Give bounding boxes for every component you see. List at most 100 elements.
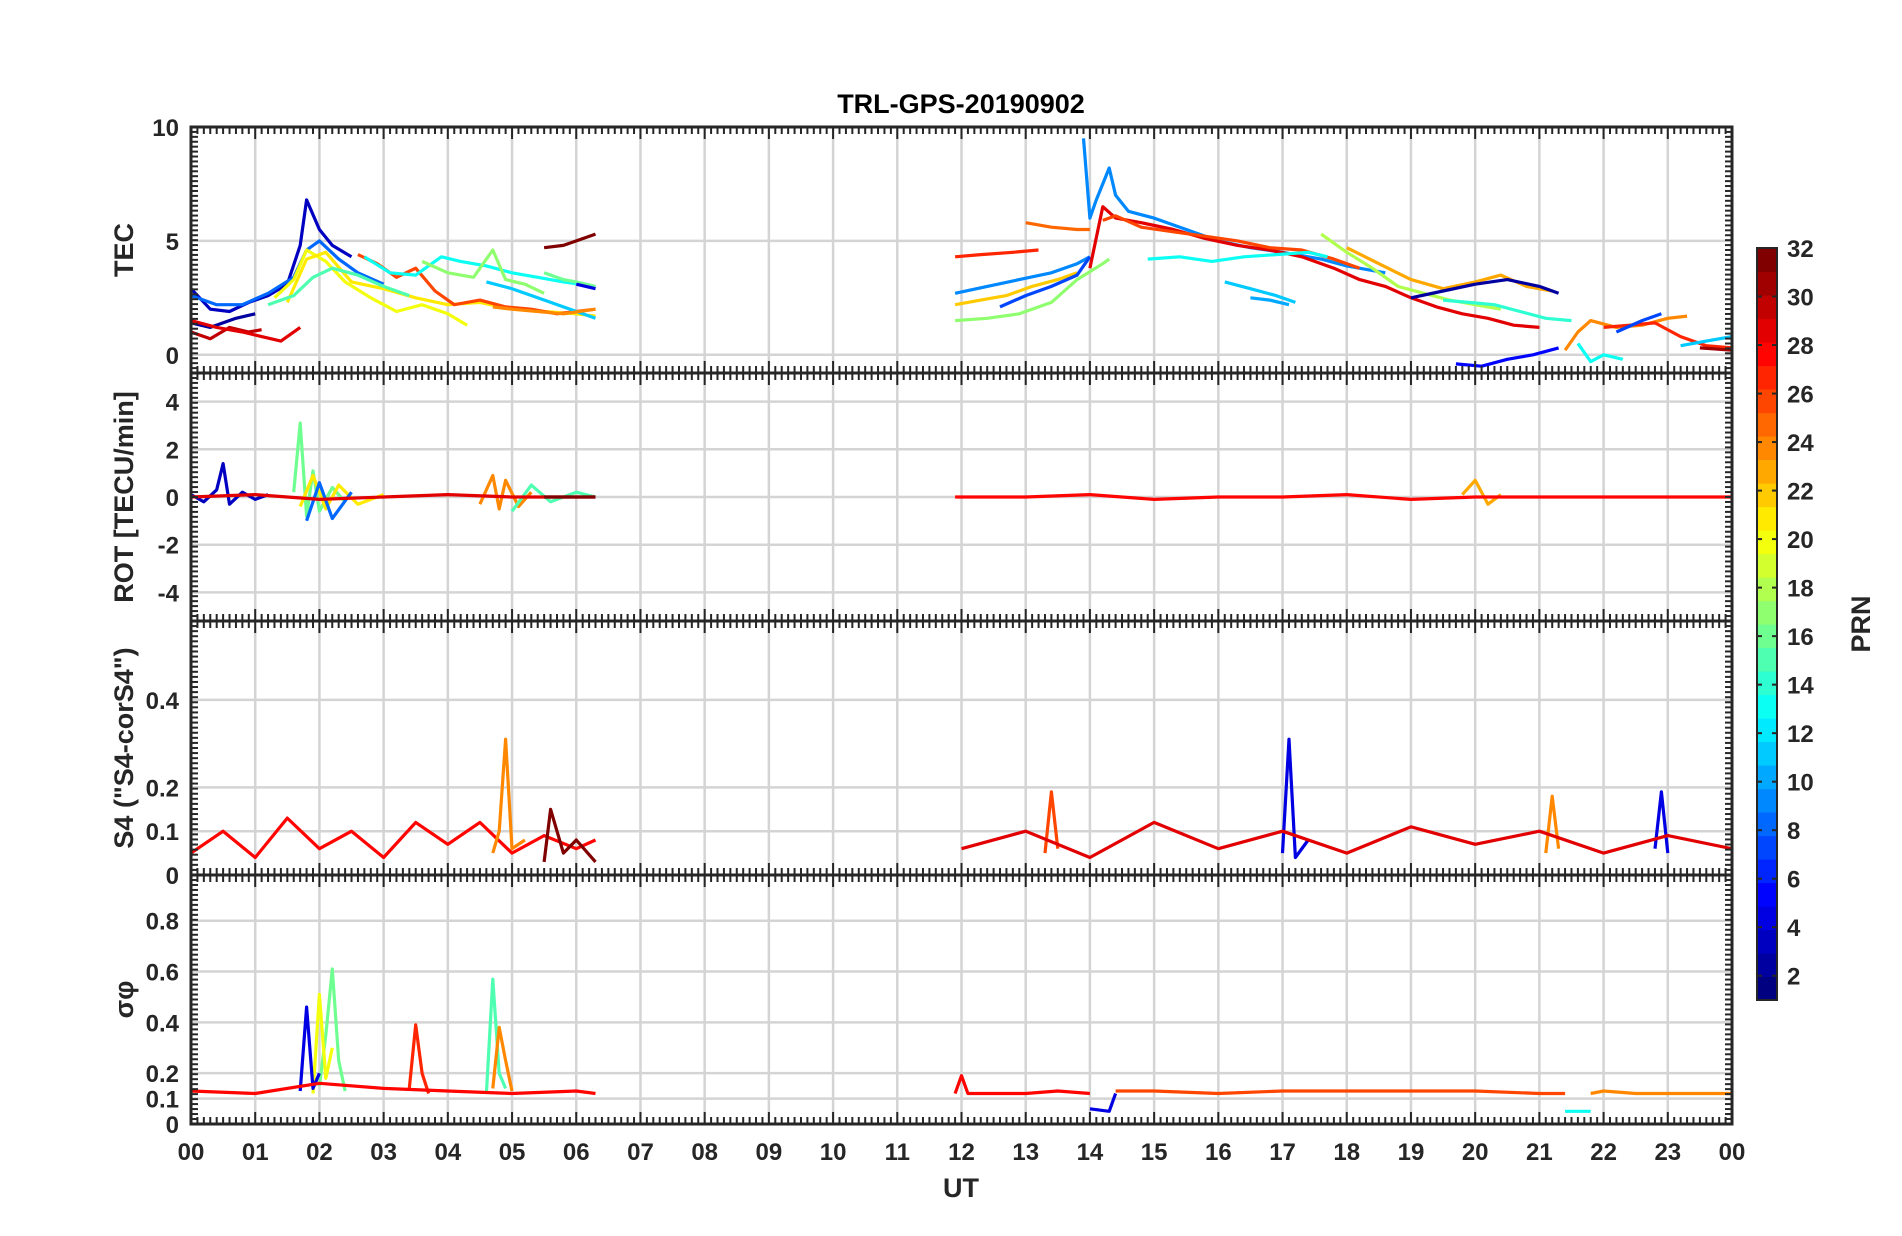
series-line-prn-32 <box>543 232 597 250</box>
x-tick-label: 00 <box>1719 1139 1746 1166</box>
x-tick-label: 14 <box>1077 1139 1104 1166</box>
series-line-prn-4 <box>1089 1092 1118 1113</box>
series-line-prn-29 <box>1088 205 1540 329</box>
y-tick-label: 4 <box>166 390 180 417</box>
colorbar-segment <box>1757 835 1777 860</box>
colorbar-segment <box>1757 318 1777 343</box>
series-group <box>191 421 1732 522</box>
axes-frame <box>189 873 1734 1126</box>
series-line-prn-29 <box>961 820 1732 860</box>
colorbar-tick-label: 20 <box>1787 527 1814 554</box>
series-group <box>191 737 1732 863</box>
y-tick-label: -4 <box>158 580 180 607</box>
colorbar-segment <box>1757 906 1777 931</box>
colorbar-tick-label: 18 <box>1787 576 1814 603</box>
x-tick-label: 00 <box>178 1139 205 1166</box>
y-tick-label: 0 <box>166 485 179 512</box>
series-line-prn-28 <box>953 1074 1091 1096</box>
series-line-prn-15 <box>484 977 508 1094</box>
colorbar-tick-label: 2 <box>1787 964 1800 991</box>
series-line-prn-26 <box>1115 1089 1566 1096</box>
y-tick-label: 0.6 <box>146 960 179 987</box>
series-line-prn-3 <box>191 462 269 506</box>
y-tick-label: 0.2 <box>146 775 179 802</box>
colorbar-segment <box>1757 718 1777 743</box>
colorbar-segment <box>1757 553 1777 578</box>
colorbar-segment <box>1757 624 1777 649</box>
series-line-prn-27 <box>407 1023 431 1094</box>
series-line-prn-4 <box>1280 737 1310 860</box>
colorbar-segment <box>1757 530 1777 555</box>
colorbar-segment <box>1757 788 1777 813</box>
y-tick-label: 0.1 <box>146 819 179 846</box>
colorbar-segment <box>1757 248 1777 273</box>
series-line-prn-32 <box>542 807 597 863</box>
x-tick-label: 01 <box>242 1139 269 1166</box>
colorbar-tick-label: 10 <box>1787 770 1814 797</box>
colorbar-segment <box>1757 600 1777 625</box>
x-tick-label: 22 <box>1590 1139 1617 1166</box>
colorbar-segment <box>1757 765 1777 790</box>
series-line-prn-23 <box>1461 478 1502 506</box>
x-tick-label: 23 <box>1654 1139 1681 1166</box>
y-axis-label: σφ <box>109 981 139 1019</box>
series-line-prn-24 <box>1590 1089 1732 1096</box>
colorbar-segment <box>1757 365 1777 390</box>
colorbar-segment <box>1757 929 1777 954</box>
series-line-prn-30 <box>191 325 262 341</box>
series-line-prn-13 <box>1147 250 1328 263</box>
series-group <box>191 138 1732 368</box>
x-axis-label: UT <box>943 1173 979 1203</box>
y-tick-label: 0.2 <box>146 1061 179 1088</box>
colorbar-segment <box>1757 694 1777 719</box>
panel-1: 0 5 10 TEC <box>109 115 1734 375</box>
colorbar-tick-label: 6 <box>1787 867 1800 894</box>
series-line-prn-9 <box>1081 138 1386 275</box>
x-tick-label: 11 <box>885 1139 910 1166</box>
series-line-prn-26 <box>1043 790 1060 854</box>
colorbar-segment <box>1757 506 1777 531</box>
series-line-prn-24 <box>491 1025 514 1092</box>
series-line-prn-9 <box>954 255 1091 295</box>
x-tick-label: 21 <box>1526 1139 1553 1166</box>
series-line-prn-15 <box>510 483 596 513</box>
colorbar-segment <box>1757 671 1777 696</box>
series-line-prn-5 <box>1455 346 1560 368</box>
series-line-prn-25 <box>1025 221 1090 232</box>
colorbar-segment <box>1757 859 1777 884</box>
series-line-prn-29 <box>191 319 302 343</box>
series-line-prn-23 <box>1346 246 1553 293</box>
y-tick-label: 0.8 <box>146 909 179 936</box>
colorbar-tick-label: 22 <box>1787 479 1814 506</box>
colorbar-segment <box>1757 412 1777 437</box>
x-tick-label: 06 <box>563 1139 590 1166</box>
colorbar-segment <box>1757 459 1777 484</box>
colorbar-segment <box>1757 647 1777 672</box>
panel-4: 00.10.2 0.4 0.6 0.8 σφ <box>109 873 1734 1139</box>
x-tick-label: 13 <box>1012 1139 1039 1166</box>
colorbar-segment <box>1757 741 1777 766</box>
x-tick-label: 18 <box>1333 1139 1360 1166</box>
series-line-prn-2 <box>1410 278 1560 300</box>
series-line-prn-22 <box>954 271 1078 307</box>
panel-2: -4 -2 0 2 4 ROT [TECU/min] <box>109 371 1734 623</box>
colorbar-segment <box>1757 295 1777 320</box>
series-line-prn-10 <box>1250 296 1290 307</box>
colorbar-segment <box>1757 436 1777 461</box>
colorbar-segment <box>1757 577 1777 602</box>
x-tick-label: 04 <box>434 1139 461 1166</box>
colorbar-segment <box>1757 882 1777 907</box>
series-line-prn-11 <box>1224 280 1296 304</box>
x-tick-label: 08 <box>691 1139 718 1166</box>
x-tick-label: 09 <box>756 1139 783 1166</box>
series-line-prn-4 <box>1653 790 1670 854</box>
y-axis-label: ROT [TECU/min] <box>109 391 139 602</box>
series-line-prn-28 <box>955 493 1732 501</box>
series-line-prn-24 <box>491 737 526 854</box>
series-line-prn-13 <box>363 255 596 288</box>
y-axis-label: TEC <box>109 223 139 277</box>
y-tick-label: -2 <box>158 533 179 560</box>
colorbar-tick-label: 12 <box>1787 721 1814 748</box>
